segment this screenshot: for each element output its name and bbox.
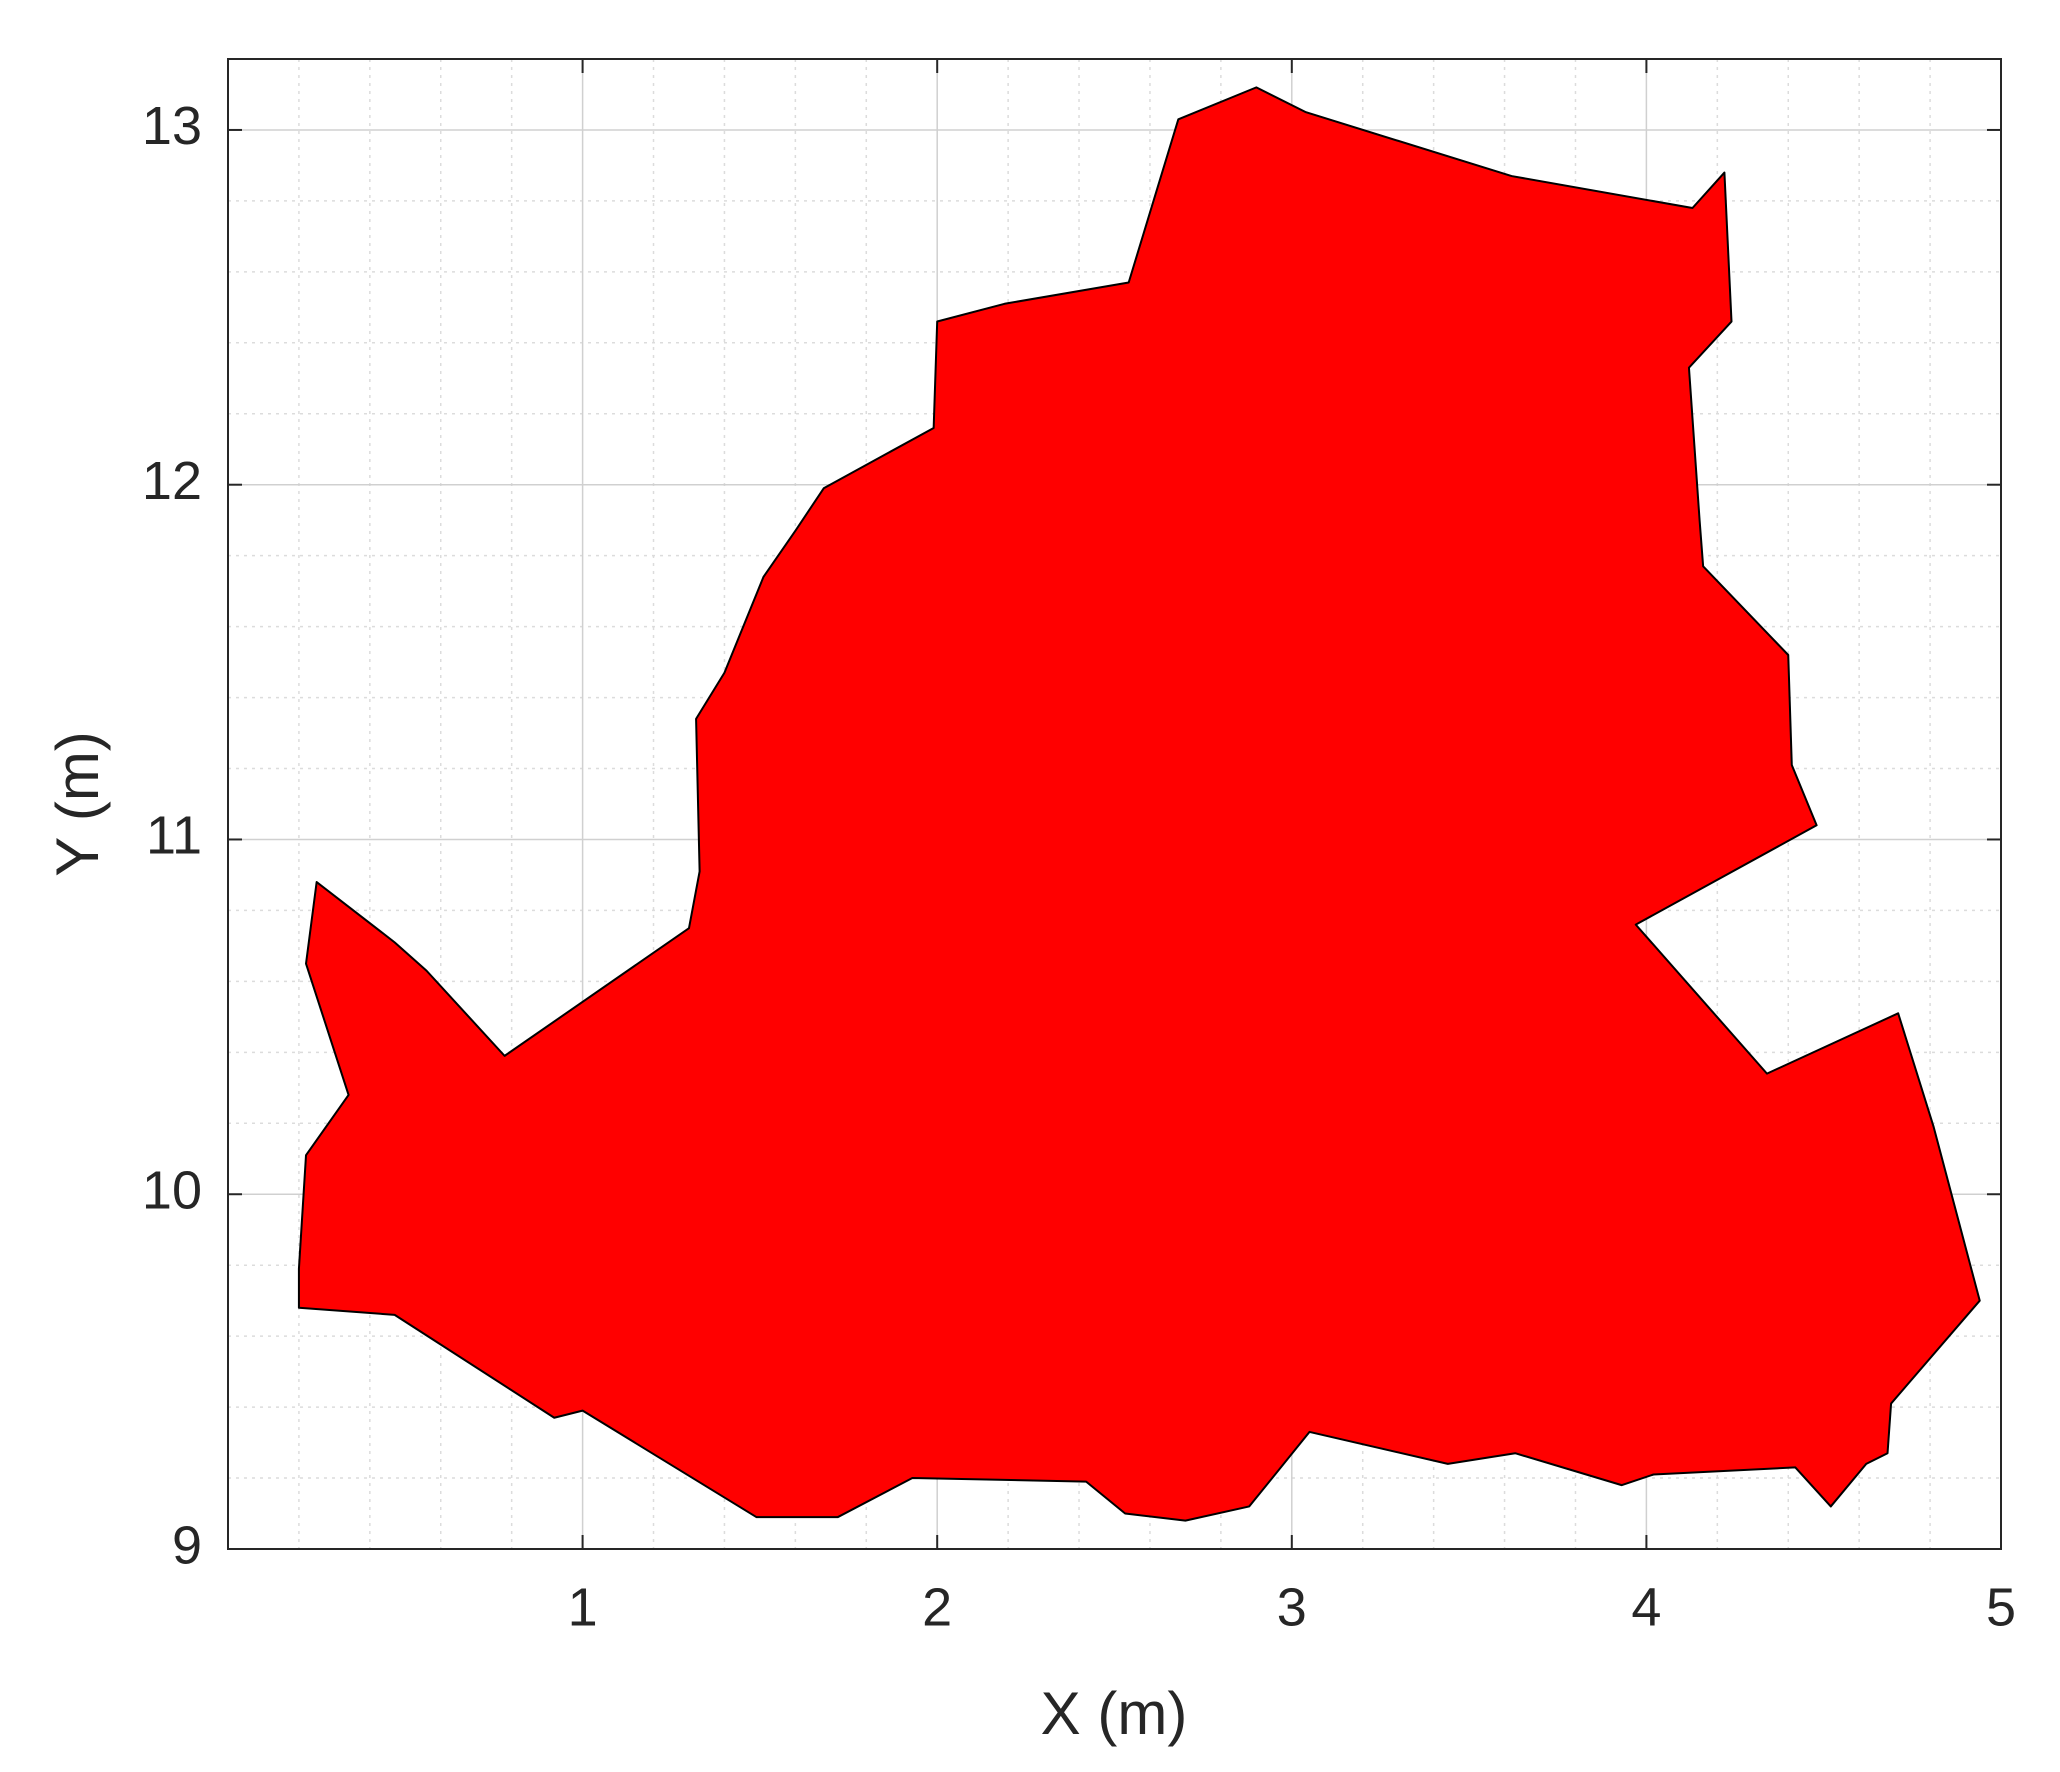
y-axis-label: Y (m) [44, 731, 111, 877]
y-tick-label: 10 [142, 1161, 202, 1221]
x-tick-label: 4 [1631, 1577, 1661, 1637]
x-tick-label: 3 [1277, 1577, 1307, 1637]
y-tick-label: 9 [172, 1515, 202, 1575]
y-tick-label: 12 [142, 451, 202, 511]
x-axis-label: X (m) [1041, 1680, 1188, 1747]
x-tick-label: 5 [1986, 1577, 2016, 1637]
mesh-region [297, 86, 1981, 1522]
y-tick-label: 13 [142, 96, 202, 156]
x-tick-label: 1 [568, 1577, 598, 1637]
y-tick-label: 11 [146, 806, 202, 866]
x-tick-label: 2 [922, 1577, 952, 1637]
axes-box [227, 58, 2002, 1550]
